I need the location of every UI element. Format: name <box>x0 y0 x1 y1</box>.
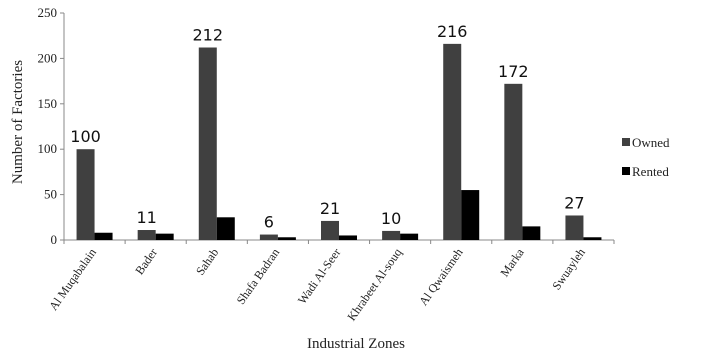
data-label: 11 <box>136 208 156 227</box>
category-label: Al Qwaismeh <box>416 246 466 308</box>
bar-owned-khrabeet-al-souq <box>382 230 401 240</box>
category-label: Wadi Al-Seer <box>295 246 344 307</box>
y-tick-label: 100 <box>38 141 58 156</box>
data-label: 212 <box>193 26 224 45</box>
bar-rented-marka <box>522 226 541 240</box>
bar-owned-swuayleh <box>565 215 584 240</box>
legend: Owned Rented <box>622 135 670 179</box>
legend-label-rented: Rented <box>632 164 669 179</box>
data-label: 100 <box>70 127 101 146</box>
y-axis-title: Number of Factories <box>10 60 26 184</box>
bar-owned-marka <box>504 83 523 240</box>
bars <box>76 43 602 241</box>
category-label: Shafa Badran <box>234 246 283 307</box>
y-tick-label: 50 <box>44 187 57 202</box>
legend-swatch-owned <box>622 138 630 146</box>
data-label: 27 <box>564 193 584 212</box>
category-label: Marka <box>497 245 527 279</box>
data-label: 10 <box>381 209 401 228</box>
bar-owned-bader <box>137 230 156 240</box>
bar-owned-al-muqabalain <box>76 149 95 240</box>
legend-swatch-rented <box>622 167 630 175</box>
data-label: 21 <box>320 199 340 218</box>
bar-owned-sahab <box>198 47 217 241</box>
bar-rented-shafa-badran <box>277 237 296 240</box>
bar-rented-wadi-al-seer <box>339 235 357 240</box>
y-tick-label: 0 <box>51 232 58 247</box>
y-tick-label: 150 <box>38 96 58 111</box>
bar-owned-wadi-al-seer <box>321 220 339 240</box>
bar-rented-bader <box>155 233 174 240</box>
category-label: Swuayleh <box>549 246 588 293</box>
data-label: 6 <box>264 213 274 232</box>
bar-owned-shafa-badran <box>259 234 278 240</box>
data-label: 172 <box>498 62 529 81</box>
bar-rented-al-muqabalain <box>94 232 113 240</box>
data-label: 216 <box>437 22 468 41</box>
category-label: Al Muqabalain <box>46 246 99 313</box>
category-label: Khrabeet Al-souq <box>344 246 404 324</box>
category-label: Sahab <box>193 246 221 278</box>
bar-rented-khrabeet-al-souq <box>400 233 419 240</box>
y-tick-label: 250 <box>38 5 58 20</box>
bar-owned-al-qwaismeh <box>443 43 462 240</box>
legend-label-owned: Owned <box>632 135 670 150</box>
y-tick-label: 200 <box>38 50 58 65</box>
bar-rented-al-qwaismeh <box>461 190 480 240</box>
bar-rented-sahab <box>216 217 235 240</box>
category-label: Bader <box>132 246 160 278</box>
bar-rented-swuayleh <box>583 237 602 240</box>
x-axis-title: Industrial Zones <box>307 336 405 352</box>
